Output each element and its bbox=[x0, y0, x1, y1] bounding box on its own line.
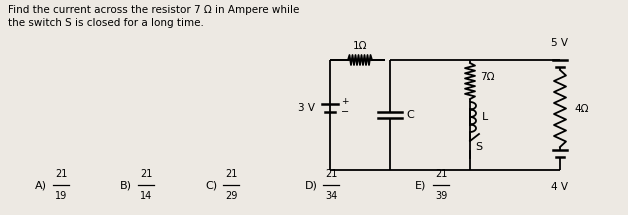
Text: 21: 21 bbox=[325, 169, 337, 179]
Text: 3 V: 3 V bbox=[298, 103, 315, 113]
Text: D): D) bbox=[305, 180, 318, 190]
Text: 7Ω: 7Ω bbox=[480, 72, 494, 82]
Text: E): E) bbox=[415, 180, 426, 190]
Text: 21: 21 bbox=[435, 169, 447, 179]
Text: 39: 39 bbox=[435, 191, 447, 201]
Text: −: − bbox=[341, 107, 349, 117]
Text: 5 V: 5 V bbox=[551, 38, 568, 48]
Text: S: S bbox=[475, 142, 482, 152]
Text: the switch S is closed for a long time.: the switch S is closed for a long time. bbox=[8, 18, 204, 28]
Text: 21: 21 bbox=[225, 169, 237, 179]
Text: 34: 34 bbox=[325, 191, 337, 201]
Text: +: + bbox=[341, 97, 349, 106]
Text: B): B) bbox=[120, 180, 132, 190]
Text: Find the current across the resistor 7 Ω in Ampere while: Find the current across the resistor 7 Ω… bbox=[8, 5, 300, 15]
Text: A): A) bbox=[35, 180, 47, 190]
Text: 29: 29 bbox=[225, 191, 237, 201]
Text: 19: 19 bbox=[55, 191, 67, 201]
Text: 21: 21 bbox=[140, 169, 152, 179]
Text: 21: 21 bbox=[55, 169, 67, 179]
Text: 1Ω: 1Ω bbox=[353, 41, 367, 51]
Text: C: C bbox=[406, 110, 414, 120]
Text: 14: 14 bbox=[140, 191, 152, 201]
Text: 4Ω: 4Ω bbox=[574, 103, 588, 114]
Text: L: L bbox=[482, 112, 488, 122]
Text: C): C) bbox=[205, 180, 217, 190]
Text: 4 V: 4 V bbox=[551, 182, 568, 192]
